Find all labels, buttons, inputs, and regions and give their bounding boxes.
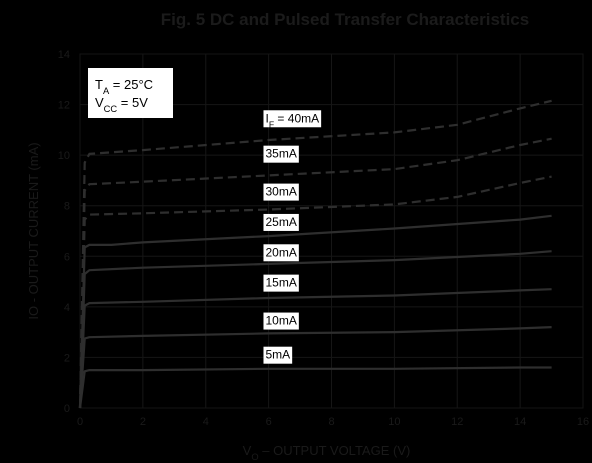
- curve-label-text: 25mA: [265, 215, 296, 229]
- series-line: [78, 366, 552, 409]
- curve-label: 35mA: [263, 145, 299, 163]
- curve-label: IF = 40mA: [263, 110, 322, 129]
- series-line: [78, 288, 552, 409]
- y-tick-label: 6: [64, 251, 70, 263]
- curve-label-box: [263, 274, 299, 292]
- curve-label-box: [263, 312, 299, 330]
- series-line: [78, 326, 552, 409]
- curve-label-box: [263, 346, 293, 364]
- y-axis-label: IO - OUTPUT CURRENT (mA): [26, 142, 41, 319]
- x-tick-label: 2: [140, 416, 146, 428]
- x-tick-label: 14: [514, 416, 526, 428]
- y-ticks: 0 2 4 6 8 10 12 14: [58, 49, 70, 415]
- condition-vcc: VCC = 5V: [95, 95, 148, 114]
- curve-label-box: [263, 244, 299, 262]
- series-line: [78, 99, 552, 409]
- curve-labels: IF = 40mA 35mA 30mA 25mA 20mA 15mA 10mA 5mA: [263, 110, 322, 364]
- y-tick-label: 14: [58, 49, 70, 61]
- curve-label-text: 30mA: [265, 185, 296, 199]
- plot-frame: [79, 53, 584, 409]
- y-tick-label: 12: [58, 100, 70, 112]
- condition-temperature: TA = 25°C: [95, 77, 153, 96]
- curve-label-text: 10mA: [265, 314, 296, 328]
- y-tick-label: 0: [64, 403, 70, 415]
- y-tick-label: 2: [64, 352, 70, 364]
- curve-label-text: 15mA: [265, 276, 296, 290]
- curve-label-box: [263, 110, 322, 128]
- x-tick-label: 8: [328, 416, 334, 428]
- y-tick-label: 10: [58, 150, 70, 162]
- series-line: [78, 175, 552, 409]
- curve-label-text: 20mA: [265, 245, 296, 259]
- curve-label: 25mA: [263, 213, 299, 231]
- series-line: [78, 137, 552, 409]
- curve-label: 10mA: [263, 312, 299, 330]
- x-tick-label: 10: [388, 416, 400, 428]
- curve-label-box: [263, 145, 299, 163]
- y-tick-label: 8: [64, 201, 70, 213]
- x-tick-label: 12: [451, 416, 463, 428]
- curve-label-box: [263, 213, 299, 231]
- curve-label-text: 5mA: [265, 348, 290, 362]
- curve-label: 20mA: [263, 244, 299, 262]
- x-tick-label: 0: [77, 416, 83, 428]
- series-line: [78, 250, 552, 409]
- series-group: [78, 99, 552, 409]
- series-line: [78, 214, 552, 409]
- x-tick-label: 16: [577, 416, 589, 428]
- x-ticks: 0 2 4 6 8 10 12 14 16: [77, 416, 589, 428]
- chart-title: Fig. 5 DC and Pulsed Transfer Characteri…: [161, 10, 529, 29]
- x-tick-label: 6: [266, 416, 272, 428]
- x-tick-label: 4: [203, 416, 209, 428]
- curve-label: 5mA: [263, 346, 293, 364]
- curve-label-text: IF = 40mA: [265, 111, 319, 129]
- curve-label: 15mA: [263, 274, 299, 292]
- conditions-box-bg: [88, 68, 173, 118]
- curve-label-box: [263, 183, 299, 201]
- curve-label: 30mA: [263, 183, 299, 201]
- y-tick-label: 4: [64, 302, 70, 314]
- curve-label-text: 35mA: [265, 147, 296, 161]
- x-axis-label: VO – OUTPUT VOLTAGE (V): [243, 443, 411, 462]
